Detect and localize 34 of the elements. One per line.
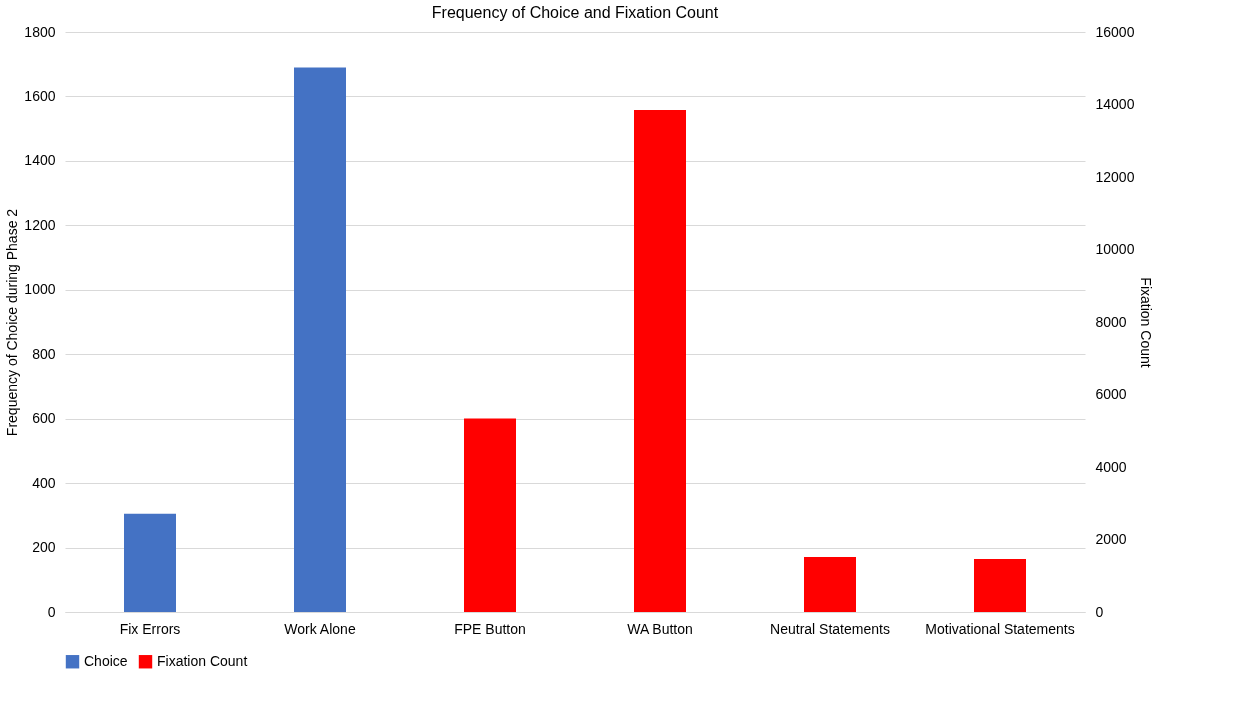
- y2-tick-label: 12000: [1095, 168, 1135, 185]
- y2-tick-label: 0: [1095, 603, 1104, 620]
- bar: [464, 418, 516, 612]
- y2-axis-title: Fixation Count: [1138, 277, 1155, 368]
- y2-tick-label: 6000: [1095, 386, 1127, 402]
- y2-tick-label: 2000: [1095, 531, 1127, 547]
- x-tick-label: WA Button: [627, 620, 693, 637]
- y-tick-label: 0: [47, 603, 56, 620]
- y2-tick-label: 8000: [1095, 313, 1127, 330]
- y2-tick-label: 10000: [1095, 241, 1135, 257]
- y-tick-label: 1800: [24, 23, 56, 40]
- legend-label: Fixation Count: [157, 652, 248, 669]
- y2-tick-label: 4000: [1095, 458, 1127, 475]
- legend-label: Choice: [84, 652, 128, 669]
- y-tick-label: 1200: [24, 216, 56, 233]
- x-tick-label: FPE Button: [454, 620, 526, 637]
- x-tick-label: Neutral Statements: [770, 620, 890, 637]
- y-tick-label: 200: [32, 539, 56, 556]
- bar: [974, 559, 1026, 612]
- y-axis-title: Frequency of Choice during Phase 2: [4, 208, 21, 437]
- y2-tick-label: 16000: [1095, 23, 1135, 40]
- y-tick-label: 600: [32, 410, 56, 427]
- y-tick-label: 1000: [24, 281, 56, 298]
- bar: [634, 109, 686, 612]
- x-tick-label: Fix Errors: [119, 620, 181, 637]
- y2-tick-label: 14000: [1095, 96, 1135, 112]
- x-tick-label: Motivational Statements: [925, 620, 1075, 637]
- x-tick-label: Work Alone: [284, 620, 356, 637]
- y-tick-label: 1400: [24, 152, 56, 169]
- y-tick-label: 400: [32, 474, 56, 491]
- chart-title: Frequency of Choice and Fixation Count: [431, 4, 719, 21]
- bar: [804, 556, 856, 612]
- y-tick-label: 1600: [24, 87, 56, 104]
- y-tick-label: 800: [32, 345, 56, 362]
